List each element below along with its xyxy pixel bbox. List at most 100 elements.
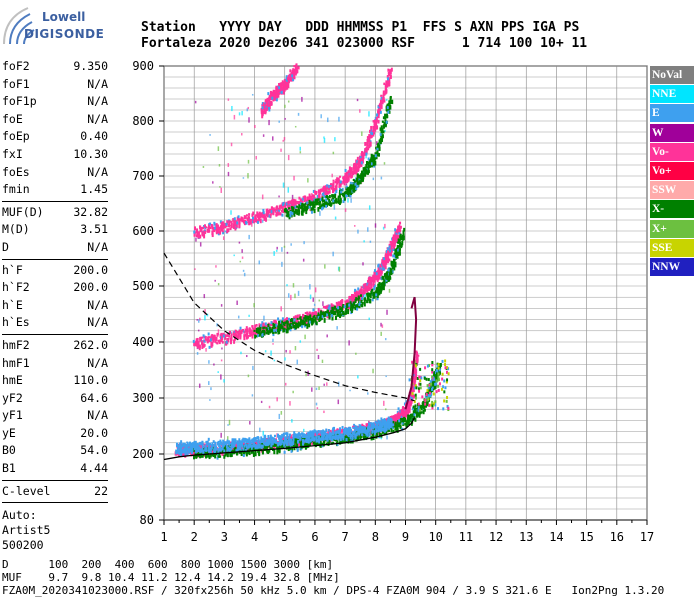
echo-point: [426, 400, 429, 405]
echo-point: [312, 194, 315, 197]
echo-point: [312, 200, 315, 204]
echo-point: [304, 433, 307, 439]
echo-point: [278, 445, 281, 450]
echo-point: [246, 329, 249, 332]
echo-point: [203, 339, 206, 343]
echo-noise: [239, 260, 242, 263]
x-tick-label: 2: [191, 530, 198, 544]
echo-noise: [323, 383, 325, 386]
echo-noise: [217, 371, 219, 373]
echo-point: [367, 427, 370, 433]
echo-point: [364, 436, 367, 440]
echo-point: [211, 225, 214, 230]
echo-point: [236, 443, 239, 449]
echo-point: [395, 253, 398, 259]
echo-point: [187, 450, 190, 453]
echo-point: [328, 194, 331, 199]
echo-noise: [299, 146, 301, 151]
echo-noise: [251, 394, 254, 397]
echo-point: [179, 442, 182, 446]
echo-point: [225, 451, 228, 456]
echo-point: [223, 454, 226, 459]
echo-point: [287, 327, 290, 330]
echo-point: [176, 448, 179, 451]
echo-point: [330, 311, 333, 315]
echo-point: [344, 431, 347, 435]
echo-noise: [331, 173, 333, 178]
echo-point: [366, 423, 369, 428]
echo-point: [344, 300, 347, 303]
echo-point: [342, 435, 345, 441]
echo-point: [321, 206, 324, 210]
echo-point: [267, 332, 270, 335]
echo-point: [243, 438, 246, 443]
echo-point: [335, 434, 338, 438]
echo-point: [238, 223, 241, 228]
echo-point: [364, 142, 367, 145]
echo-point: [321, 315, 324, 319]
echo-noise: [349, 389, 351, 392]
echo-point: [369, 134, 372, 139]
echo-point: [282, 321, 285, 326]
echo-point: [265, 213, 268, 217]
echo-point: [291, 206, 294, 210]
echo-point: [395, 415, 398, 418]
echo-point: [285, 209, 288, 214]
echo-noise: [215, 265, 217, 268]
echo-point: [343, 193, 346, 197]
echo-point: [185, 444, 188, 449]
echo-point: [366, 431, 369, 437]
echo-point: [350, 189, 353, 193]
echo-point: [397, 251, 400, 256]
echo-noise: [356, 98, 359, 102]
echo-point: [259, 332, 262, 336]
echo-point: [385, 424, 388, 428]
echo-point: [301, 436, 304, 441]
echo-point: [278, 320, 281, 326]
echo-noise: [284, 104, 286, 108]
echo-point: [376, 421, 379, 425]
echo-point: [290, 438, 293, 442]
echo-noise: [304, 334, 306, 340]
echo-point: [296, 205, 299, 208]
echo-point: [202, 343, 205, 348]
echo-point: [369, 129, 372, 134]
echo-point: [287, 200, 290, 206]
echo-noise: [334, 137, 336, 142]
echo-point: [401, 412, 404, 417]
echo-point: [272, 333, 275, 337]
echo-point: [255, 327, 258, 333]
echo-noise: [322, 301, 324, 306]
echo-noise: [219, 186, 221, 188]
echo-point: [323, 199, 326, 203]
param-value: 200.0: [73, 280, 108, 295]
echo-noise: [365, 153, 367, 159]
echo-point: [246, 438, 249, 444]
echo-point: [327, 441, 330, 445]
echo-point: [302, 207, 305, 213]
echo-point: [373, 294, 376, 299]
echo-point: [226, 220, 229, 225]
echo-point: [297, 321, 300, 327]
echo-point: [264, 441, 267, 445]
echo-noise: [281, 247, 283, 252]
echo-point: [226, 332, 229, 337]
echo-noise: [372, 177, 375, 181]
echo-noise: [363, 240, 365, 243]
echo-point: [336, 177, 339, 181]
echo-point: [299, 433, 302, 437]
echo-point: [353, 294, 356, 300]
echo-point: [209, 454, 212, 458]
echo-point: [342, 176, 345, 179]
echo-point: [271, 326, 274, 329]
echo-point: [335, 184, 338, 188]
echo-point: [331, 194, 334, 198]
echo-point: [269, 214, 272, 217]
echo-point: [249, 442, 252, 447]
echo-point: [366, 286, 369, 292]
echo-point: [384, 273, 387, 277]
echo-point: [225, 224, 228, 228]
echo-point: [430, 392, 433, 396]
autoscaler-name: Artist5: [2, 523, 51, 538]
param-name: hmF2: [2, 337, 30, 352]
